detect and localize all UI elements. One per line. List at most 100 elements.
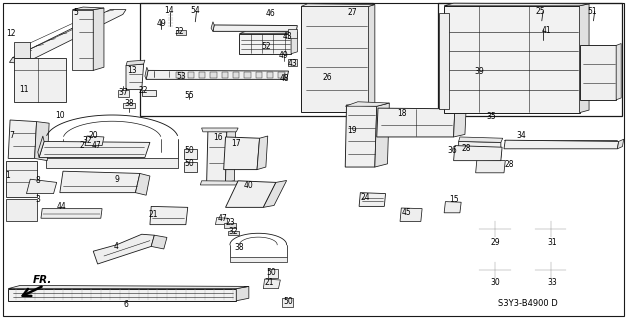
Text: 50: 50 [283,297,293,306]
Circle shape [589,20,599,25]
Polygon shape [444,202,461,213]
Text: 16: 16 [213,133,223,142]
Text: 23: 23 [225,218,235,227]
Text: 38: 38 [124,100,134,108]
Polygon shape [288,29,297,38]
Polygon shape [93,234,154,264]
Text: 20: 20 [88,132,98,140]
Text: FR.: FR. [33,275,52,285]
Polygon shape [301,6,369,112]
Text: 32: 32 [228,227,238,236]
Circle shape [89,146,97,150]
Polygon shape [41,209,102,218]
Text: 18: 18 [397,109,407,118]
Polygon shape [8,120,37,158]
Text: 1: 1 [5,172,10,180]
Polygon shape [146,70,289,79]
Polygon shape [375,103,389,167]
Polygon shape [38,136,44,157]
Text: 52: 52 [261,42,272,51]
Polygon shape [580,4,589,113]
Text: 29: 29 [490,238,500,247]
Text: 17: 17 [231,140,241,148]
Text: 51: 51 [587,7,597,16]
Text: 30: 30 [490,278,500,287]
Polygon shape [184,149,197,159]
Polygon shape [454,146,502,161]
Text: 43: 43 [283,32,293,41]
Polygon shape [213,25,297,31]
Text: 10: 10 [55,111,65,120]
Text: 39: 39 [474,67,484,76]
Polygon shape [202,128,238,132]
Circle shape [192,21,200,25]
Circle shape [535,221,566,237]
Text: S3Y3-B4900 D: S3Y3-B4900 D [498,299,558,308]
Circle shape [537,20,547,25]
Polygon shape [8,289,236,301]
Text: 43: 43 [288,60,298,68]
Polygon shape [39,141,150,157]
Text: 34: 34 [517,132,527,140]
Polygon shape [263,180,287,207]
Polygon shape [377,108,455,137]
Polygon shape [288,59,297,66]
Circle shape [283,306,292,310]
Polygon shape [142,90,156,96]
Text: 38: 38 [234,243,244,252]
Text: 40: 40 [244,181,254,190]
Polygon shape [93,8,104,70]
Bar [140,3,373,116]
Polygon shape [444,6,580,113]
Polygon shape [454,106,466,137]
Polygon shape [268,269,278,278]
Text: 15: 15 [449,196,459,204]
Circle shape [406,204,416,209]
Text: 44: 44 [56,202,66,211]
Polygon shape [150,206,188,225]
Circle shape [217,213,226,218]
Polygon shape [135,173,150,195]
Polygon shape [236,286,249,301]
Polygon shape [9,58,33,64]
Bar [438,3,622,116]
Circle shape [345,103,355,108]
Circle shape [479,221,511,237]
Circle shape [289,65,296,69]
Text: 48: 48 [280,74,290,83]
Polygon shape [123,103,135,108]
Polygon shape [616,44,621,100]
Text: 53: 53 [176,72,186,81]
Polygon shape [188,72,194,78]
Text: 28: 28 [461,144,471,153]
Circle shape [186,158,194,162]
Text: 2: 2 [79,141,84,150]
Circle shape [156,16,166,21]
Polygon shape [291,32,297,54]
Text: 36: 36 [447,146,457,155]
Text: 45: 45 [401,208,411,217]
Polygon shape [239,31,297,34]
Polygon shape [199,72,205,78]
Polygon shape [184,162,197,172]
Text: 12: 12 [6,29,16,38]
Text: 24: 24 [360,193,370,202]
Text: 50: 50 [184,159,194,168]
Text: 35: 35 [486,112,496,121]
Circle shape [186,145,194,149]
Polygon shape [444,3,589,6]
Text: 27: 27 [348,8,358,17]
Circle shape [185,98,193,102]
Polygon shape [301,4,375,6]
Text: 32: 32 [82,136,92,145]
Polygon shape [226,131,236,182]
Polygon shape [210,72,217,78]
Polygon shape [282,298,293,307]
Text: 54: 54 [190,6,200,15]
Polygon shape [230,257,287,262]
Polygon shape [617,139,624,149]
Polygon shape [233,72,239,78]
Polygon shape [504,140,619,149]
Circle shape [499,40,509,45]
Polygon shape [60,171,140,193]
